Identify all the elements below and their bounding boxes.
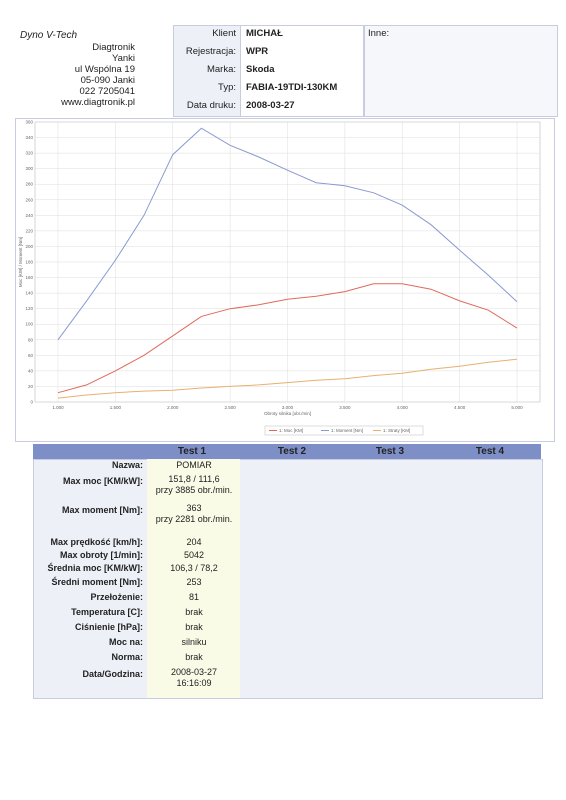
y-tick-label: 100 bbox=[25, 322, 33, 327]
row-value: przy 2281 obr./min. bbox=[155, 514, 233, 524]
y-tick-label: 300 bbox=[25, 166, 33, 171]
series-line bbox=[57, 283, 518, 394]
row-value: POMIAR bbox=[176, 460, 212, 470]
row-value: 16:16:09 bbox=[176, 678, 212, 688]
y-tick-label: 180 bbox=[25, 260, 33, 265]
y-tick-label: 260 bbox=[25, 197, 33, 202]
column-header: Test 1 bbox=[177, 446, 207, 457]
x-tick-label: 2.000 bbox=[167, 405, 179, 410]
value-column bbox=[147, 459, 240, 698]
legend-label: 1: Moment [Nm] bbox=[331, 428, 363, 433]
chart-frame bbox=[15, 118, 555, 442]
x-tick-label: 1.500 bbox=[110, 405, 122, 410]
y-tick-label: 80 bbox=[28, 337, 34, 342]
y-tick-label: 40 bbox=[28, 368, 34, 373]
row-value: silniku bbox=[181, 637, 207, 647]
address-line: Yanki bbox=[111, 53, 135, 64]
address-line: Diagtronik bbox=[92, 42, 135, 53]
y-tick-label: 20 bbox=[28, 384, 34, 389]
field-label: Marka: bbox=[206, 64, 236, 75]
series-line bbox=[57, 358, 518, 399]
legend-label: 1: Moc [KM] bbox=[279, 428, 303, 433]
row-label: Nazwa: bbox=[111, 460, 143, 470]
x-tick-label: 4.000 bbox=[397, 405, 409, 410]
y-tick-label: 0 bbox=[30, 400, 33, 405]
address-line: www.diagtronik.pl bbox=[61, 97, 135, 108]
row-value: 204 bbox=[186, 537, 202, 547]
row-value: 106,3 / 78,2 bbox=[170, 563, 218, 573]
row-value: brak bbox=[185, 607, 203, 617]
y-tick-label: 280 bbox=[25, 182, 33, 187]
y-tick-label: 60 bbox=[28, 353, 34, 358]
row-value: 81 bbox=[188, 592, 199, 602]
row-label: Ciśnienie [hPa]: bbox=[74, 622, 143, 632]
y-tick-label: 340 bbox=[25, 135, 33, 140]
field-label: Klient bbox=[212, 28, 236, 39]
row-value: 151,8 / 111,6 bbox=[168, 474, 220, 484]
row-value: 253 bbox=[186, 577, 202, 587]
row-value: brak bbox=[185, 622, 203, 632]
row-label: Max moc [KM/kW]: bbox=[62, 476, 143, 486]
chart: 0 20 40 60 80 100 120 140 160 180 200 220 240 260 280 3… bbox=[18, 120, 541, 436]
row-label: Max moment [Nm]: bbox=[61, 505, 143, 515]
x-tick-label: 4.500 bbox=[454, 405, 466, 410]
x-tick-label: 5.000 bbox=[511, 405, 523, 410]
y-tick-label: 120 bbox=[25, 306, 33, 311]
address-line: ul Wspólna 19 bbox=[74, 64, 135, 75]
legend-box bbox=[264, 425, 424, 436]
field-value: FABIA-19TDI-130KM bbox=[246, 82, 338, 93]
other-label: Inne: bbox=[368, 28, 390, 39]
field-value: WPR bbox=[246, 46, 269, 57]
y-axis-label: Moc [KW] / Moment [Nm] bbox=[18, 237, 23, 287]
other-box bbox=[364, 25, 558, 117]
y-tick-label: 360 bbox=[25, 120, 33, 125]
y-tick-label: 240 bbox=[25, 213, 33, 218]
table-header bbox=[33, 444, 541, 459]
column-header: Test 2 bbox=[277, 446, 307, 457]
address-line: 022 7205041 bbox=[79, 86, 135, 97]
y-tick-label: 200 bbox=[25, 244, 33, 249]
table-body bbox=[33, 459, 543, 699]
row-value: 363 bbox=[186, 503, 202, 513]
row-value: 2008-03-27 bbox=[170, 667, 218, 677]
row-value: przy 3885 obr./min. bbox=[155, 485, 233, 495]
address-line: 05-090 Janki bbox=[80, 75, 135, 86]
field-label: Typ: bbox=[218, 82, 236, 93]
x-tick-label: 2.500 bbox=[224, 405, 236, 410]
row-label: Przełożenie: bbox=[90, 592, 143, 602]
column-header: Test 3 bbox=[375, 446, 405, 457]
row-label: Średnia moc [KM/kW]: bbox=[47, 563, 143, 573]
x-tick-label: 3.000 bbox=[282, 405, 294, 410]
row-label: Moc na: bbox=[108, 637, 143, 647]
row-label: Data/Godzina: bbox=[82, 669, 143, 679]
row-label: Max obroty [1/min]: bbox=[59, 550, 143, 560]
row-label: Średni moment [Nm]: bbox=[51, 577, 143, 587]
field-value: MICHAŁ bbox=[246, 28, 283, 39]
field-label: Rejestracja: bbox=[185, 46, 236, 57]
company: Dyno V-Tech bbox=[20, 30, 78, 41]
y-tick-label: 160 bbox=[25, 275, 33, 280]
x-axis-label: Obroty silnika [obr./min] bbox=[264, 411, 311, 416]
field-value: Skoda bbox=[246, 64, 275, 75]
y-tick-label: 320 bbox=[25, 151, 33, 156]
column-header: Test 4 bbox=[475, 446, 505, 457]
info-values bbox=[240, 25, 364, 117]
row-label: Temperatura [C]: bbox=[71, 607, 143, 617]
legend-label: 1: Straty [KM] bbox=[383, 428, 410, 433]
row-label: Max prędkość [km/h]: bbox=[50, 537, 143, 547]
row-value: brak bbox=[185, 652, 203, 662]
y-tick-label: 220 bbox=[25, 228, 33, 233]
row-label: Norma: bbox=[111, 652, 143, 662]
field-label: Data druku: bbox=[186, 100, 236, 111]
x-tick-label: 3.500 bbox=[339, 405, 351, 410]
y-tick-label: 140 bbox=[25, 291, 33, 296]
series-line bbox=[57, 127, 518, 341]
x-tick-label: 1.000 bbox=[52, 405, 64, 410]
row-value: 5042 bbox=[183, 550, 205, 560]
field-value: 2008-03-27 bbox=[246, 100, 295, 111]
